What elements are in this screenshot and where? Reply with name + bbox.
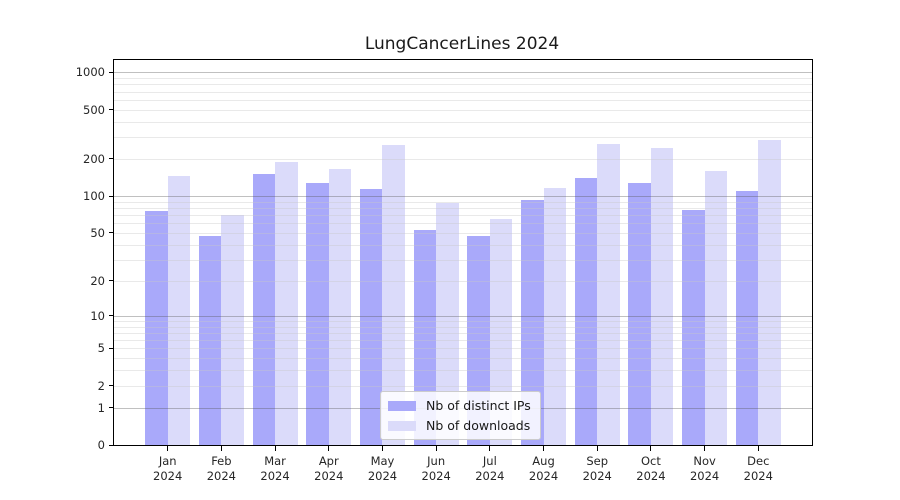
chart-title: LungCancerLines 2024 bbox=[364, 34, 560, 54]
y-tick-label: 10 bbox=[90, 308, 105, 323]
x-tick-mark bbox=[543, 446, 545, 451]
x-tick-mark bbox=[435, 446, 437, 451]
y-tick-label: 500 bbox=[83, 102, 105, 117]
x-tick-year: 2024 bbox=[475, 469, 505, 483]
x-tick-label: Sep 2024 bbox=[565, 454, 629, 484]
x-tick-label: Jul 2024 bbox=[458, 454, 522, 484]
bar-distinct-ips bbox=[252, 173, 276, 445]
x-tick-month: Feb bbox=[211, 454, 232, 468]
x-tick-year: 2024 bbox=[206, 469, 237, 483]
bar-downloads bbox=[221, 215, 244, 445]
bar-downloads bbox=[436, 202, 459, 445]
x-tick-year: 2024 bbox=[582, 469, 612, 483]
x-tick-label: Oct 2024 bbox=[619, 454, 683, 484]
x-tick-year: 2024 bbox=[636, 469, 666, 483]
bar-downloads bbox=[489, 219, 513, 445]
bar-downloads bbox=[597, 143, 620, 445]
x-tick-year: 2024 bbox=[367, 469, 398, 483]
bar-downloads bbox=[382, 144, 405, 445]
x-tick-mark bbox=[757, 446, 759, 451]
x-tick-mark bbox=[650, 446, 652, 451]
legend-label: Nb of distinct IPs bbox=[426, 398, 531, 413]
x-tick-year: 2024 bbox=[314, 469, 344, 483]
x-tick-label: Aug 2024 bbox=[512, 454, 576, 484]
bar-downloads bbox=[758, 139, 781, 445]
y-tick-label: 200 bbox=[83, 151, 105, 166]
x-tick-label: Feb 2024 bbox=[189, 454, 253, 484]
x-tick-month: Dec bbox=[747, 454, 770, 468]
x-tick-month: Jun bbox=[427, 454, 446, 468]
bar-distinct-ips bbox=[145, 211, 168, 445]
bar-downloads bbox=[650, 148, 674, 445]
bar-distinct-ips bbox=[628, 183, 651, 445]
x-tick-month: Jan bbox=[158, 454, 177, 468]
bar-distinct-ips bbox=[198, 236, 222, 445]
bar-distinct-ips bbox=[306, 183, 329, 445]
x-tick-year: 2024 bbox=[689, 469, 720, 483]
x-tick-year: 2024 bbox=[743, 469, 773, 483]
bar-downloads bbox=[275, 161, 298, 445]
legend-label: Nb of downloads bbox=[426, 418, 531, 433]
bar-downloads bbox=[328, 169, 352, 445]
bar-downloads bbox=[543, 188, 567, 445]
x-tick-month: Mar bbox=[264, 454, 286, 468]
x-tick-month: Aug bbox=[532, 454, 555, 468]
x-tick-year: 2024 bbox=[260, 469, 290, 483]
x-tick-mark bbox=[704, 446, 706, 451]
x-tick-label: Jun 2024 bbox=[404, 454, 468, 484]
legend-item: Nb of downloads bbox=[388, 418, 531, 433]
x-tick-month: Sep bbox=[586, 454, 609, 468]
x-tick-month: Apr bbox=[318, 454, 339, 468]
x-tick-label: Nov 2024 bbox=[673, 454, 737, 484]
x-tick-month: Jul bbox=[482, 454, 497, 468]
x-tick-label: Dec 2024 bbox=[726, 454, 790, 484]
legend: Nb of distinct IPs Nb of downloads bbox=[380, 391, 541, 440]
x-tick-mark bbox=[220, 446, 222, 451]
x-tick-mark bbox=[489, 446, 491, 451]
y-tick-label: 1 bbox=[97, 400, 105, 415]
x-tick-year: 2024 bbox=[528, 469, 559, 483]
x-tick-mark bbox=[381, 446, 383, 451]
y-tick-label: 0 bbox=[97, 438, 105, 452]
x-tick-month: Oct bbox=[640, 454, 661, 468]
x-tick-label: May 2024 bbox=[350, 454, 414, 484]
x-tick-label: Mar 2024 bbox=[243, 454, 307, 484]
bar-distinct-ips bbox=[682, 210, 705, 445]
x-tick-mark bbox=[274, 446, 276, 451]
x-tick-year: 2024 bbox=[153, 469, 183, 483]
x-tick-mark bbox=[167, 446, 169, 451]
bar-downloads bbox=[704, 170, 728, 445]
y-tick-label: 50 bbox=[90, 225, 105, 240]
bar-distinct-ips bbox=[359, 188, 383, 445]
y-tick-label: 2 bbox=[97, 378, 105, 393]
bar-distinct-ips bbox=[574, 178, 598, 445]
bar-distinct-ips bbox=[735, 191, 759, 445]
x-tick-month: May bbox=[370, 454, 395, 468]
x-tick-month: Nov bbox=[693, 454, 716, 468]
legend-swatch bbox=[388, 400, 416, 411]
bar-downloads bbox=[167, 176, 191, 445]
x-tick-year: 2024 bbox=[421, 469, 451, 483]
x-tick-mark bbox=[328, 446, 330, 451]
x-tick-mark bbox=[596, 446, 598, 451]
bars-layer bbox=[114, 60, 812, 445]
x-tick-label: Apr 2024 bbox=[297, 454, 361, 484]
x-tick-label: Jan 2024 bbox=[136, 454, 200, 484]
y-tick-label: 5 bbox=[97, 341, 105, 356]
plot-area: 0 1 2 5 10 20 50 100 200 500 1000 Jan 2024 Feb 2024 Mar… bbox=[76, 59, 813, 483]
legend-item: Nb of distinct IPs bbox=[388, 398, 531, 413]
legend-swatch bbox=[388, 420, 416, 431]
y-tick-label: 20 bbox=[90, 273, 105, 288]
y-tick-label: 100 bbox=[83, 189, 105, 204]
y-tick-label: 1000 bbox=[75, 65, 105, 80]
bar-distinct-ips bbox=[521, 199, 544, 445]
